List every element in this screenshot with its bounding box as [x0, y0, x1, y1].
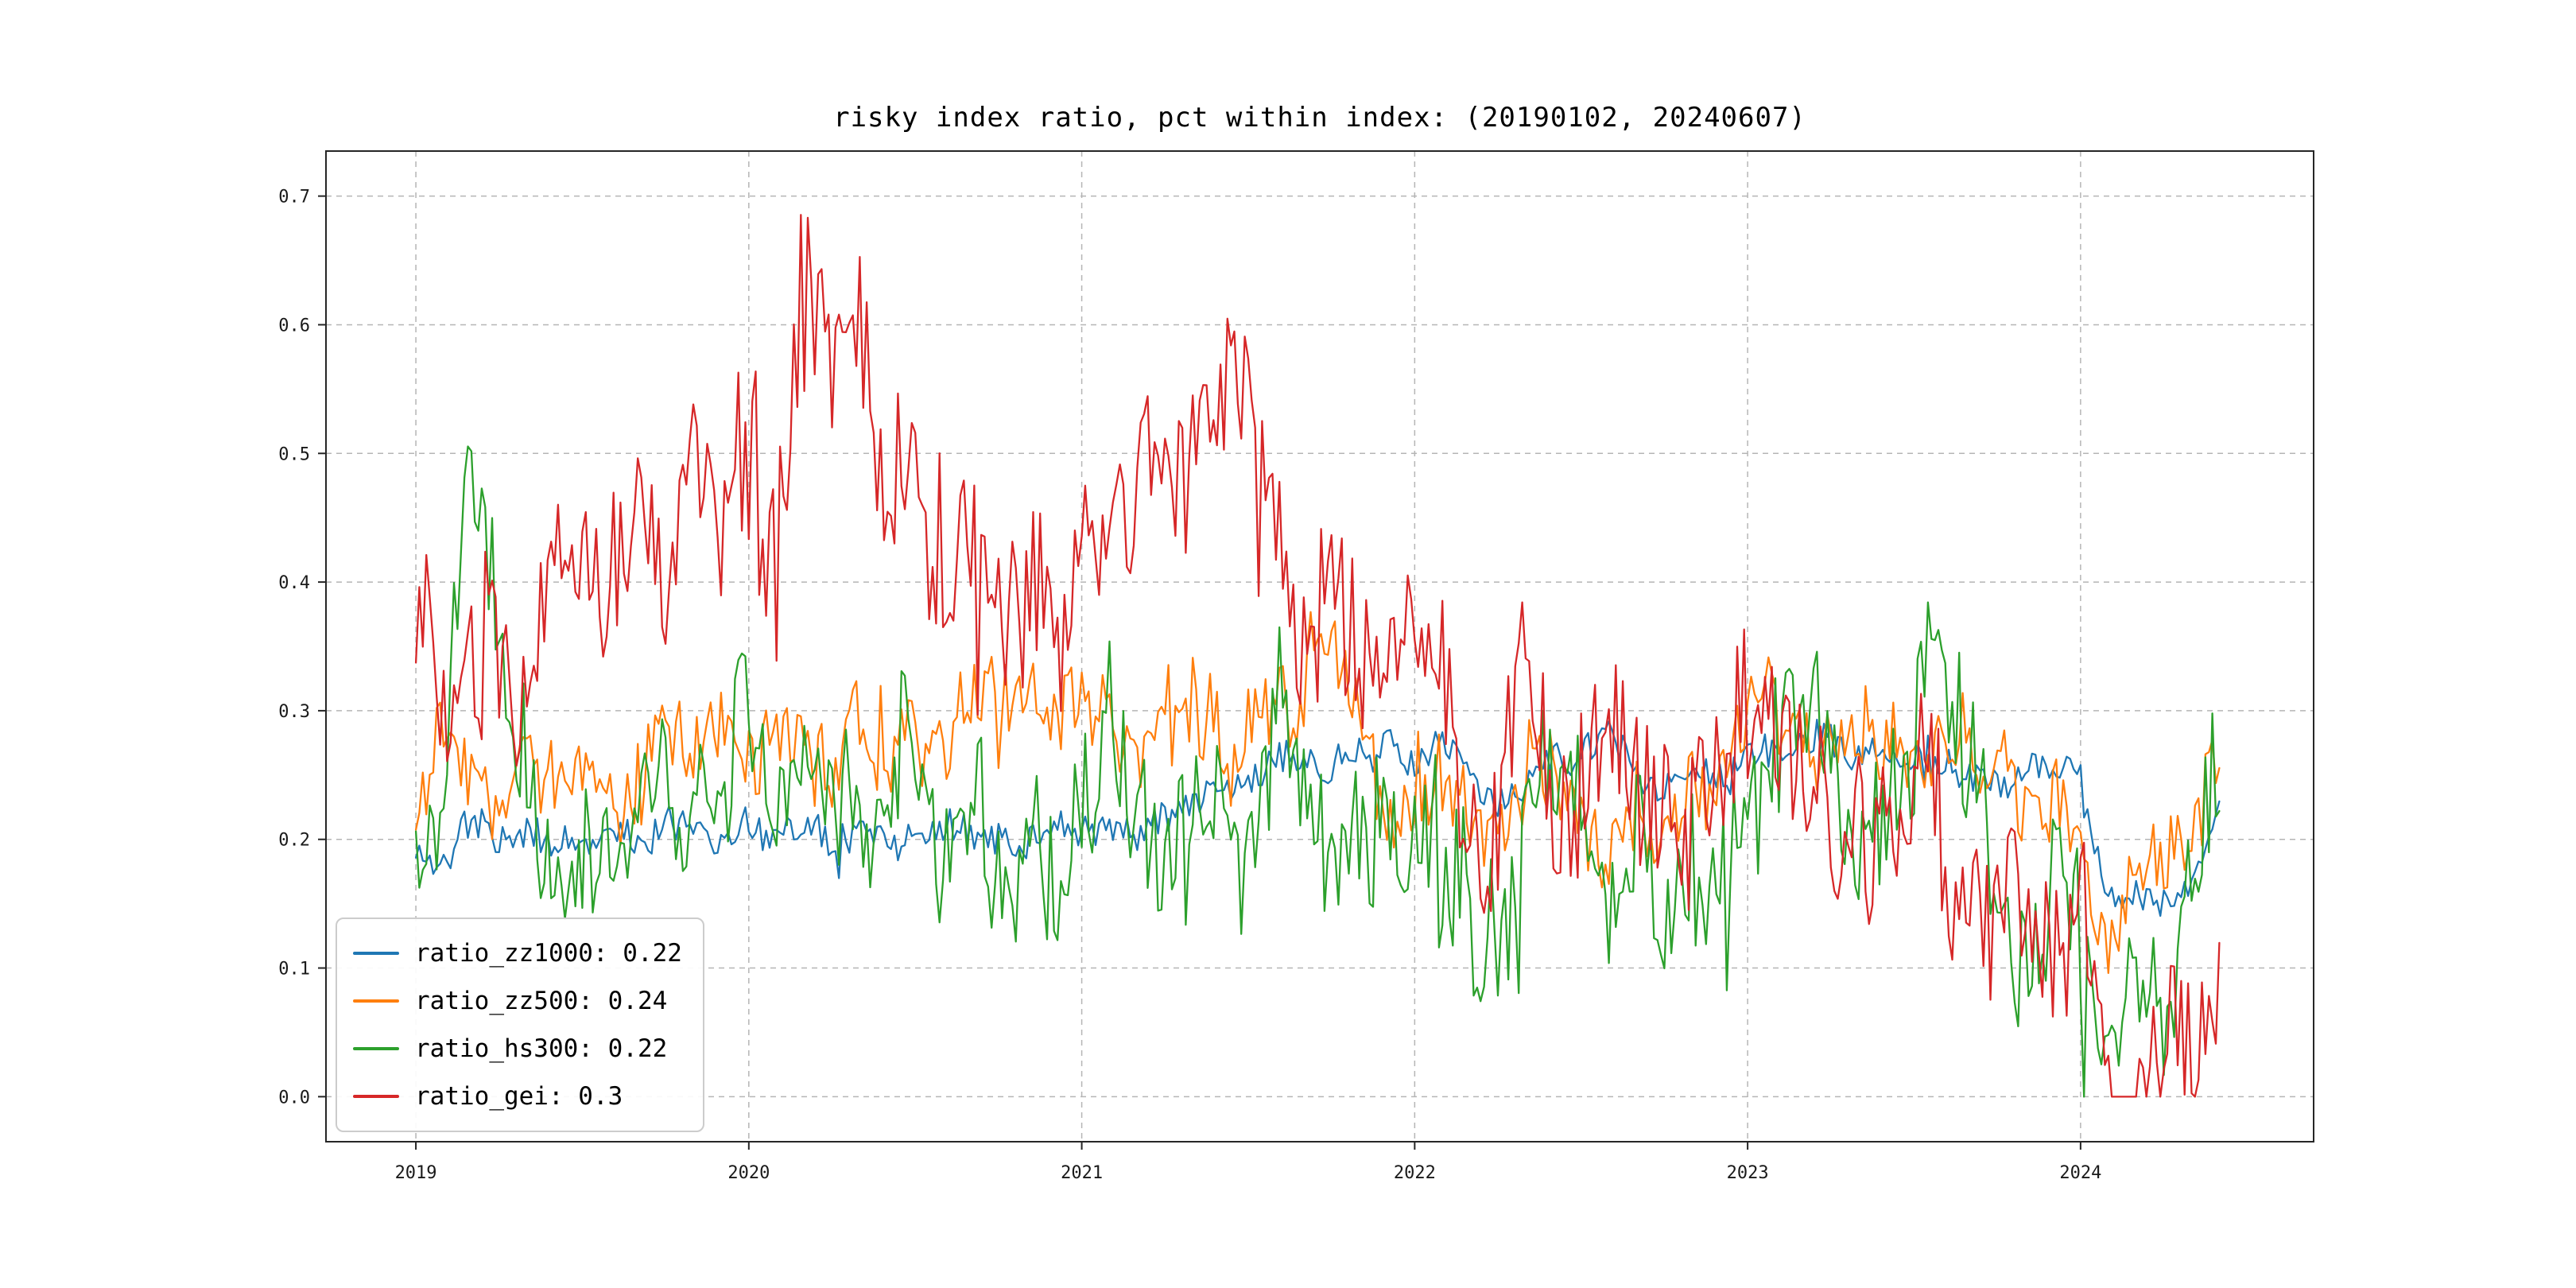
x-tick-label: 2022	[1394, 1163, 1436, 1183]
axes-border	[325, 150, 2314, 1143]
legend-label: ratio_gei: 0.3	[415, 1082, 623, 1111]
legend-item: ratio_zz1000: 0.22	[353, 932, 682, 975]
legend-item: ratio_gei: 0.3	[353, 1075, 682, 1118]
legend-item: ratio_zz500: 0.24	[353, 980, 682, 1022]
x-tick-label: 2020	[727, 1163, 770, 1183]
chart-title: risky index ratio, pct within index: (20…	[833, 102, 1806, 134]
legend-label: ratio_hs300: 0.22	[415, 1034, 668, 1063]
y-tick-label: 0.5	[278, 444, 310, 464]
legend-line-swatch	[353, 952, 399, 955]
y-tick-label: 0.3	[278, 702, 310, 722]
legend-line-swatch	[353, 1095, 399, 1098]
y-tick-label: 0.6	[278, 316, 310, 336]
legend-item: ratio_hs300: 0.22	[353, 1027, 682, 1070]
x-tick-label: 2023	[1727, 1163, 1769, 1183]
series-line-ratio_gei	[414, 214, 2221, 1098]
y-tick-label: 0.0	[278, 1088, 310, 1108]
legend-label: ratio_zz1000: 0.22	[415, 939, 682, 968]
legend: ratio_zz1000: 0.22 ratio_zz500: 0.24 ratio…	[336, 918, 704, 1132]
y-tick-label: 0.2	[278, 831, 310, 851]
x-tick-label: 2021	[1061, 1163, 1103, 1183]
y-tick-label: 0.4	[278, 573, 310, 593]
x-tick-label: 2024	[2059, 1163, 2101, 1183]
x-tick-label: 2019	[395, 1163, 437, 1183]
series-line-ratio_zz1000	[414, 718, 2221, 918]
y-tick-label: 0.7	[278, 188, 310, 208]
legend-line-swatch	[353, 1047, 399, 1050]
series-line-ratio_hs300	[414, 445, 2221, 1098]
legend-line-swatch	[353, 999, 399, 1003]
y-tick-label: 0.1	[278, 960, 310, 980]
legend-label: ratio_zz500: 0.24	[415, 987, 668, 1015]
